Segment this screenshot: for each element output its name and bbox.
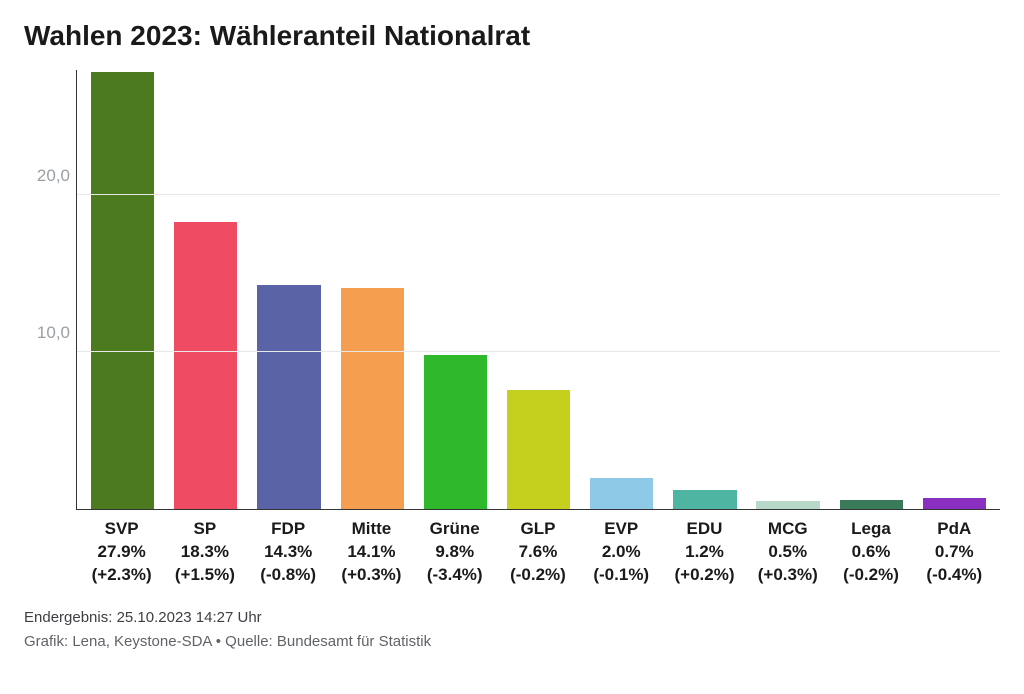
- party-percent: 2.0%: [580, 541, 663, 564]
- party-name: EDU: [663, 518, 746, 541]
- x-label-fdp: FDP14.3%(-0.8%): [247, 518, 330, 587]
- party-percent: 0.5%: [746, 541, 829, 564]
- party-delta: (-0.4%): [913, 564, 996, 587]
- party-percent: 0.6%: [829, 541, 912, 564]
- chart-footer: Endergebnis: 25.10.2023 14:27 Uhr Grafik…: [24, 607, 1000, 654]
- bar-slot: [247, 70, 330, 509]
- bar-pda: [923, 498, 986, 509]
- x-label-lega: Lega0.6%(-0.2%): [829, 518, 912, 587]
- party-delta: (+0.3%): [746, 564, 829, 587]
- bar-glp: [507, 390, 570, 509]
- party-name: SP: [163, 518, 246, 541]
- x-label-mitte: Mitte14.1%(+0.3%): [330, 518, 413, 587]
- party-delta: (-3.4%): [413, 564, 496, 587]
- x-label-sp: SP18.3%(+1.5%): [163, 518, 246, 587]
- party-name: Lega: [829, 518, 912, 541]
- x-label-grüne: Grüne9.8%(-3.4%): [413, 518, 496, 587]
- party-percent: 14.1%: [330, 541, 413, 564]
- bar-slot: [414, 70, 497, 509]
- party-name: SVP: [80, 518, 163, 541]
- party-percent: 14.3%: [247, 541, 330, 564]
- party-delta: (-0.2%): [829, 564, 912, 587]
- party-percent: 27.9%: [80, 541, 163, 564]
- bar-chart: 10,0 20,0: [24, 70, 1000, 510]
- party-delta: (-0.1%): [580, 564, 663, 587]
- bar-slot: [663, 70, 746, 509]
- party-name: Grüne: [413, 518, 496, 541]
- gridline: [77, 194, 1000, 195]
- bar-mitte: [341, 288, 404, 509]
- bar-sp: [174, 222, 237, 509]
- bar-slot: [913, 70, 996, 509]
- bar-evp: [590, 478, 653, 509]
- x-label-mcg: MCG0.5%(+0.3%): [746, 518, 829, 587]
- bar-svp: [91, 72, 154, 509]
- party-delta: (-0.8%): [247, 564, 330, 587]
- party-name: FDP: [247, 518, 330, 541]
- y-tick-label: 10,0: [37, 323, 70, 343]
- party-name: EVP: [580, 518, 663, 541]
- x-label-pda: PdA0.7%(-0.4%): [913, 518, 996, 587]
- party-name: Mitte: [330, 518, 413, 541]
- party-percent: 1.2%: [663, 541, 746, 564]
- x-label-svp: SVP27.9%(+2.3%): [80, 518, 163, 587]
- x-label-glp: GLP7.6%(-0.2%): [496, 518, 579, 587]
- party-percent: 18.3%: [163, 541, 246, 564]
- gridline: [77, 351, 1000, 352]
- bar-edu: [673, 490, 736, 509]
- party-percent: 0.7%: [913, 541, 996, 564]
- bar-fdp: [257, 285, 320, 509]
- party-percent: 7.6%: [496, 541, 579, 564]
- party-percent: 9.8%: [413, 541, 496, 564]
- bar-slot: [747, 70, 830, 509]
- party-delta: (+0.3%): [330, 564, 413, 587]
- party-delta: (-0.2%): [496, 564, 579, 587]
- bar-slot: [164, 70, 247, 509]
- bar-slot: [81, 70, 164, 509]
- party-name: PdA: [913, 518, 996, 541]
- plot-area: [76, 70, 1000, 510]
- x-axis-labels: SVP27.9%(+2.3%)SP18.3%(+1.5%)FDP14.3%(-0…: [76, 510, 1000, 587]
- bar-grüne: [424, 355, 487, 509]
- party-name: GLP: [496, 518, 579, 541]
- party-name: MCG: [746, 518, 829, 541]
- footer-credit: Grafik: Lena, Keystone-SDA • Quelle: Bun…: [24, 631, 1000, 654]
- bar-slot: [580, 70, 663, 509]
- y-axis: 10,0 20,0: [24, 70, 76, 510]
- footer-note: Endergebnis: 25.10.2023 14:27 Uhr: [24, 607, 1000, 630]
- y-tick-label: 20,0: [37, 166, 70, 186]
- bar-slot: [497, 70, 580, 509]
- party-delta: (+0.2%): [663, 564, 746, 587]
- bars-container: [77, 70, 1000, 509]
- bar-lega: [840, 500, 903, 509]
- x-label-edu: EDU1.2%(+0.2%): [663, 518, 746, 587]
- bar-slot: [331, 70, 414, 509]
- bar-mcg: [756, 501, 819, 509]
- x-label-evp: EVP2.0%(-0.1%): [580, 518, 663, 587]
- chart-title: Wahlen 2023: Wähleranteil Nationalrat: [24, 20, 1000, 52]
- party-delta: (+1.5%): [163, 564, 246, 587]
- party-delta: (+2.3%): [80, 564, 163, 587]
- bar-slot: [830, 70, 913, 509]
